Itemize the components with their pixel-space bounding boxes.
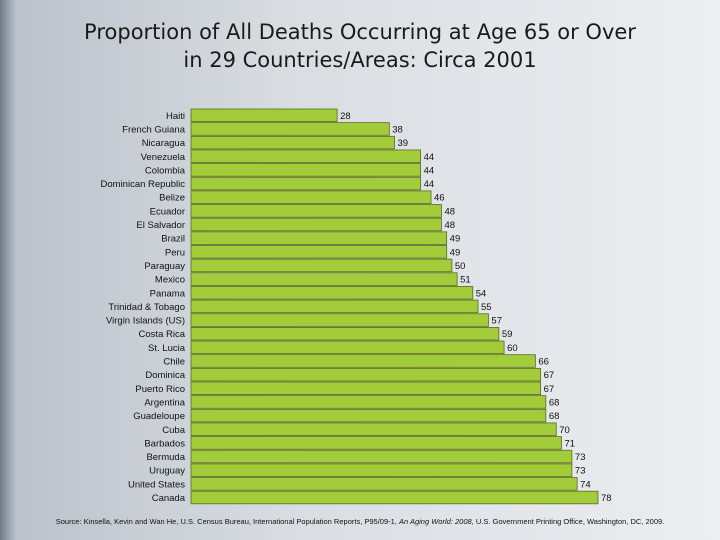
- value-label-guadeloupe: 68: [549, 411, 560, 422]
- category-label-colombia: Colombia: [145, 165, 186, 176]
- bar-haiti: [190, 108, 338, 123]
- value-label-panama: 54: [476, 288, 487, 299]
- bar-paraguay: [190, 258, 453, 273]
- value-label-paraguay: 50: [455, 261, 466, 272]
- category-label-cuba: Cuba: [162, 425, 185, 436]
- category-label-dominican-republic: Dominican Republic: [101, 179, 186, 190]
- source-title: An Aging World: 2008: [398, 517, 472, 526]
- bar-trinidad-tobago: [190, 299, 479, 314]
- category-label-uruguay: Uruguay: [149, 466, 185, 477]
- value-label-united-states: 74: [580, 479, 591, 490]
- value-label-haiti: 28: [340, 111, 351, 122]
- category-label-haiti: Haiti: [166, 111, 185, 122]
- category-label-dominica: Dominica: [145, 370, 185, 381]
- bar-dominica: [190, 367, 542, 382]
- value-label-costa-rica: 59: [502, 329, 513, 340]
- bar-united-states: [190, 477, 578, 491]
- bar-mexico: [190, 272, 458, 286]
- category-label-trinidad-tobago: Trinidad & Tobago: [108, 302, 185, 313]
- category-label-nicaragua: Nicaragua: [142, 138, 186, 149]
- value-label-el-salvador: 48: [444, 220, 455, 231]
- value-label-trinidad-tobago: 55: [481, 302, 492, 313]
- category-label-bermuda: Bermuda: [146, 452, 185, 463]
- value-label-canada: 78: [601, 493, 612, 504]
- value-label-dominican-republic: 44: [424, 179, 435, 190]
- value-label-belize: 46: [434, 193, 445, 204]
- category-label-barbados: Barbados: [144, 438, 185, 449]
- value-label-uruguay: 73: [575, 466, 586, 477]
- bar-dominican-republic: [190, 176, 421, 191]
- value-label-puerto-rico: 67: [544, 384, 555, 395]
- bar-bermuda: [190, 449, 573, 464]
- bar-barbados: [190, 436, 562, 450]
- category-label-virgin-islands-us: Virgin Islands (US): [106, 316, 185, 327]
- value-label-argentina: 68: [549, 397, 560, 408]
- value-label-virgin-islands-us: 57: [491, 316, 502, 327]
- source-suffix: , U.S. Government Printing Office, Washi…: [471, 517, 665, 526]
- category-label-guadeloupe: Guadeloupe: [133, 411, 185, 422]
- value-label-st-lucia: 60: [507, 343, 518, 354]
- value-label-cuba: 70: [559, 425, 570, 436]
- category-label-st-lucia: St. Lucia: [148, 343, 186, 354]
- value-label-bermuda: 73: [575, 452, 586, 463]
- bar-virgin-islands-us: [190, 313, 489, 327]
- bar-nicaragua: [190, 135, 395, 150]
- value-label-french-guiana: 38: [392, 124, 403, 135]
- bar-costa-rica: [190, 326, 500, 341]
- value-label-peru: 49: [450, 247, 461, 258]
- category-label-panama: Panama: [150, 288, 186, 299]
- category-label-canada: Canada: [152, 493, 186, 504]
- value-label-colombia: 44: [424, 165, 435, 176]
- bar-chile: [190, 354, 536, 368]
- value-label-mexico: 51: [460, 275, 471, 286]
- category-label-belize: Belize: [159, 193, 185, 204]
- value-label-venezuela: 44: [424, 152, 435, 163]
- bar-cuba: [190, 422, 557, 436]
- chart-title: Proportion of All Deaths Occurring at Ag…: [0, 18, 720, 74]
- category-label-puerto-rico: Puerto Rico: [135, 384, 185, 395]
- category-label-united-states: United States: [128, 479, 185, 490]
- category-label-chile: Chile: [163, 357, 185, 368]
- bar-argentina: [190, 395, 547, 409]
- bar-canada: [190, 490, 599, 505]
- bar-ecuador: [190, 204, 442, 218]
- value-label-barbados: 71: [564, 438, 575, 449]
- bar-puerto-rico: [190, 381, 542, 396]
- bar-brazil: [190, 231, 448, 245]
- bar-st-lucia: [190, 340, 505, 355]
- category-label-brazil: Brazil: [161, 234, 185, 245]
- category-label-paraguay: Paraguay: [144, 261, 185, 272]
- source-prefix: Source: Kinsella, Kevin and Wan He, U.S.…: [55, 517, 397, 526]
- category-label-peru: Peru: [165, 247, 185, 258]
- bar-french-guiana: [190, 122, 390, 136]
- category-label-french-guiana: French Guiana: [122, 124, 186, 135]
- category-label-costa-rica: Costa Rica: [139, 329, 186, 340]
- chart-title-line-2: in 29 Countries/Areas: Circa 2001: [183, 48, 537, 72]
- value-label-nicaragua: 39: [398, 138, 409, 149]
- bar-colombia: [190, 163, 421, 177]
- source-note: Source: Kinsella, Kevin and Wan He, U.S.…: [0, 517, 720, 526]
- category-label-argentina: Argentina: [144, 397, 185, 408]
- bar-belize: [190, 190, 432, 204]
- bar-el-salvador: [190, 217, 442, 232]
- bar-uruguay: [190, 463, 573, 477]
- category-label-ecuador: Ecuador: [150, 206, 185, 217]
- category-label-el-salvador: El Salvador: [136, 220, 185, 231]
- bar-peru: [190, 245, 448, 259]
- chart-title-line-1: Proportion of All Deaths Occurring at Ag…: [84, 20, 636, 44]
- slide-edge-shadow: [0, 0, 16, 540]
- bar-panama: [190, 286, 474, 300]
- value-label-dominica: 67: [544, 370, 555, 381]
- value-label-chile: 66: [538, 357, 549, 368]
- bar-venezuela: [190, 149, 421, 163]
- value-label-ecuador: 48: [444, 206, 455, 217]
- value-label-brazil: 49: [450, 234, 461, 245]
- category-label-mexico: Mexico: [155, 275, 185, 286]
- bar-guadeloupe: [190, 408, 547, 423]
- category-label-venezuela: Venezuela: [141, 152, 186, 163]
